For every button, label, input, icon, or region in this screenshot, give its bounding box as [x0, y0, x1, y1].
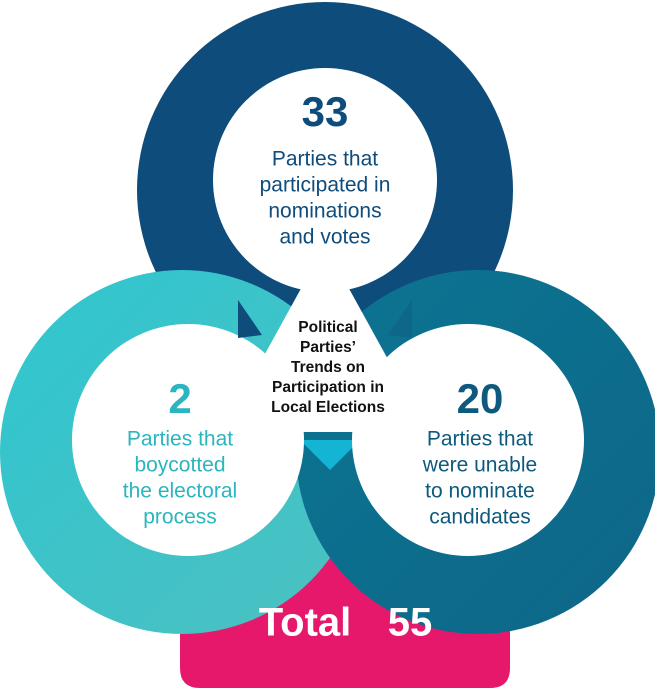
total-label: Total — [259, 601, 352, 645]
item-label: to nominate — [425, 480, 535, 503]
top-circle — [213, 68, 437, 292]
item-number: 20 — [457, 375, 504, 422]
center-title: Parties’ — [300, 339, 356, 356]
item-number: 33 — [302, 88, 349, 135]
center-title: Participation in — [272, 379, 384, 396]
item-label: the electoral — [123, 480, 237, 503]
total-value: 55 — [388, 601, 433, 645]
item-label: and votes — [279, 226, 370, 249]
center-title: Trends on — [291, 359, 365, 376]
content: Political Parties’ Trends on Participation … — [123, 88, 537, 644]
item-label: Parties that — [427, 428, 533, 451]
center-title: Local Elections — [271, 399, 385, 416]
item-label: Parties that — [127, 428, 233, 451]
left-circle — [72, 324, 304, 556]
item-label: Parties that — [272, 148, 378, 171]
arrow — [238, 300, 262, 338]
arrow — [388, 300, 412, 338]
item-label: were unable — [422, 454, 537, 477]
right-circle — [352, 324, 584, 556]
arrow — [300, 440, 360, 470]
center-title: Political — [298, 319, 357, 336]
item-number: 2 — [168, 375, 191, 422]
item-label: candidates — [429, 506, 531, 529]
center-triangle — [222, 245, 428, 432]
item-label: nominations — [268, 200, 381, 223]
item-label: process — [143, 506, 217, 529]
item-label: boycotted — [134, 454, 225, 477]
item-label: participated in — [260, 174, 391, 197]
